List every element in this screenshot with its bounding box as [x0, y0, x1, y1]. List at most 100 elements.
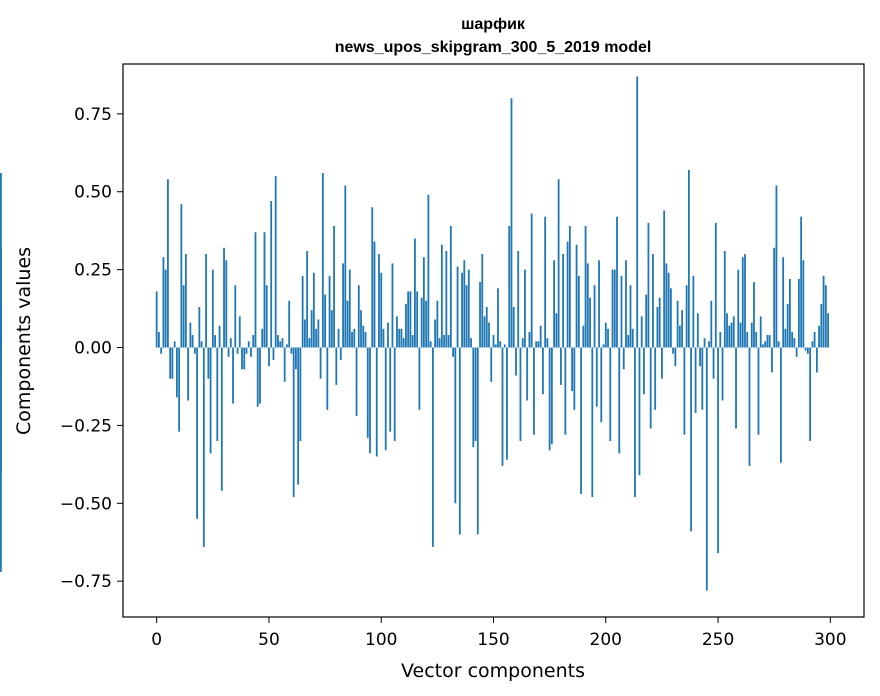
bar: [732, 316, 735, 348]
bar: [229, 338, 232, 348]
bar: [822, 275, 825, 348]
bar: [683, 347, 686, 435]
bar: [784, 328, 787, 348]
bar: [714, 222, 717, 348]
bar: [602, 344, 605, 348]
bar: [164, 269, 167, 348]
chart-subtitle: news_upos_skipgram_300_5_2019 model: [335, 39, 652, 56]
bar: [658, 297, 661, 348]
bar: [238, 316, 241, 348]
bar: [411, 335, 414, 348]
x-tick-label: 50: [258, 630, 280, 650]
bar: [782, 257, 785, 348]
bar: [211, 269, 214, 348]
bar: [593, 285, 596, 348]
bar: [625, 260, 627, 348]
bar: [261, 328, 264, 348]
bar: [571, 347, 573, 392]
bar: [604, 322, 607, 348]
bar: [694, 347, 697, 413]
bar: [461, 272, 463, 348]
bar: [616, 216, 618, 348]
bar: [160, 347, 163, 354]
x-tick-label: 200: [590, 630, 622, 650]
bar: [481, 254, 484, 348]
bar: [366, 347, 369, 438]
bar: [656, 307, 659, 348]
bar: [0, 300, 2, 348]
bar: [312, 272, 315, 348]
bar: [811, 341, 814, 348]
bar: [396, 316, 398, 348]
bar: [409, 291, 412, 348]
bar: [443, 335, 445, 348]
chart-title: шарфик: [461, 16, 526, 33]
bar: [355, 347, 358, 417]
bar: [797, 278, 800, 348]
bar: [434, 319, 437, 348]
bar: [364, 331, 367, 348]
bar: [218, 325, 221, 348]
bar: [286, 344, 288, 348]
bar: [479, 282, 481, 348]
bar: [407, 291, 410, 348]
bar: [274, 176, 277, 348]
bar: [375, 347, 378, 457]
bar: [748, 347, 751, 466]
bar: [189, 322, 192, 348]
bar: [586, 263, 589, 348]
bar: [187, 347, 190, 401]
bar: [510, 98, 513, 348]
bar: [708, 341, 710, 348]
bar: [530, 213, 533, 348]
bar: [281, 338, 284, 348]
bar: [321, 173, 324, 348]
bar: [717, 347, 719, 554]
bar: [555, 313, 558, 348]
bar: [741, 257, 744, 348]
bar: [739, 322, 742, 348]
bar: [699, 347, 701, 367]
bar: [344, 185, 347, 348]
bar: [299, 347, 302, 441]
bar: [319, 347, 322, 379]
bar: [618, 347, 621, 454]
bar: [232, 347, 234, 404]
bar: [216, 347, 219, 441]
bar: [339, 347, 342, 360]
bar: [449, 226, 452, 348]
bar: [696, 313, 699, 348]
bar: [685, 285, 688, 348]
bar: [474, 347, 477, 441]
bar: [452, 347, 454, 357]
bar: [550, 347, 553, 445]
bar: [243, 347, 246, 370]
bar: [566, 241, 569, 348]
bar: [647, 222, 650, 348]
bar: [613, 269, 616, 348]
bar: [290, 347, 293, 354]
bar: [730, 322, 733, 348]
bar: [241, 347, 243, 370]
bar: [180, 204, 183, 348]
bar: [712, 347, 715, 379]
bar: [773, 247, 776, 348]
bar: [292, 347, 295, 498]
bar: [638, 347, 641, 476]
bar: [575, 244, 578, 348]
bar: [737, 269, 740, 348]
bar: [759, 316, 762, 348]
bar: [371, 207, 374, 348]
bar: [303, 319, 306, 348]
bar: [692, 275, 695, 348]
bar: [757, 347, 760, 435]
bar: [786, 303, 789, 348]
bar: [317, 319, 320, 348]
plot-frame: [122, 63, 865, 618]
bar: [205, 254, 207, 348]
bar: [580, 347, 582, 494]
bar: [494, 344, 497, 348]
bar: [357, 285, 360, 348]
bar: [577, 275, 580, 348]
y-axis-ticks: −0.75 −0.50 −0.25 0.00 0.25 0.50 0.75: [60, 105, 123, 592]
